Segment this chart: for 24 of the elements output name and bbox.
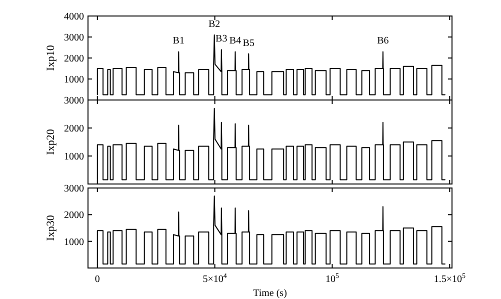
x-tick-label: 1.5×10$^{5}$: [434, 272, 466, 285]
y-axis-title: Ixp20: [45, 128, 57, 155]
y-axis-title: Ixp10: [45, 44, 57, 71]
x-tick-label: 5×10$^{4}$: [202, 272, 228, 285]
annotation: B5: [242, 38, 254, 49]
y-tick-label: 3000: [64, 184, 84, 194]
y-tick-label: 3000: [64, 96, 84, 106]
y-tick-label: 3000: [64, 32, 84, 44]
annotation: B4: [229, 36, 242, 47]
y-tick-label: 2000: [64, 124, 84, 134]
x-tick-label: 10$^{5}$: [325, 272, 340, 285]
y-axis-title: Ixp30: [45, 214, 57, 241]
annotation: B1: [172, 36, 184, 47]
annotation: B2: [208, 18, 220, 30]
x-tick-label: 0: [94, 274, 100, 285]
x-axis-title: Time (s): [253, 288, 287, 299]
y-tick-label: 1000: [64, 74, 84, 86]
annotation: B3: [216, 34, 228, 45]
annotation: B6: [377, 36, 389, 47]
y-tick-label: 2000: [64, 210, 84, 222]
y-tick-label: 2000: [64, 54, 84, 64]
y-tick-label: 1000: [64, 152, 84, 162]
y-tick-label: 4000: [64, 12, 84, 22]
y-tick-label: 1000: [64, 236, 84, 248]
